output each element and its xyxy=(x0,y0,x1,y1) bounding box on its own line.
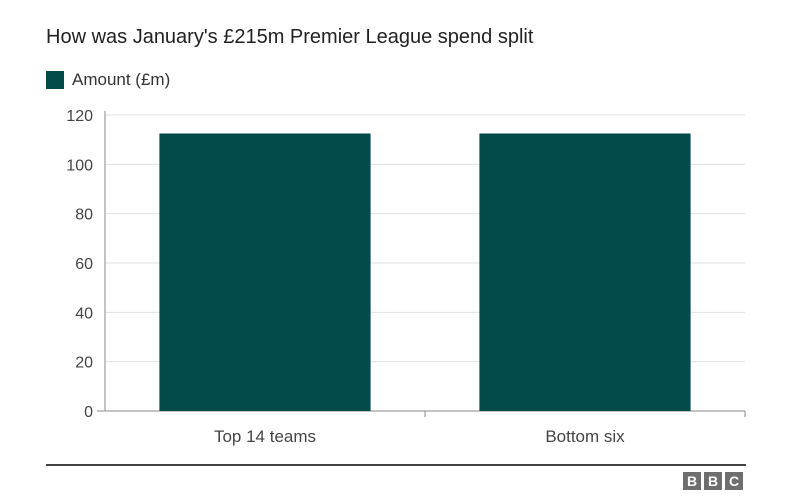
y-tick-label: 80 xyxy=(75,207,93,224)
chart-title: How was January's £215m Premier League s… xyxy=(46,26,534,48)
bbc-logo: B B C xyxy=(683,472,743,490)
logo-letter-b2: B xyxy=(704,472,722,490)
y-tick-label: 60 xyxy=(75,256,93,273)
bar xyxy=(159,133,371,411)
legend: Amount (£m) xyxy=(46,70,170,90)
y-tick-label: 40 xyxy=(75,305,93,322)
y-tick-label: 100 xyxy=(66,157,93,174)
bar xyxy=(479,133,691,411)
y-tick-label: 0 xyxy=(84,404,93,421)
y-tick-label: 20 xyxy=(75,355,93,372)
footer-divider xyxy=(46,464,746,466)
x-tick-label: Top 14 teams xyxy=(214,427,316,446)
legend-label: Amount (£m) xyxy=(72,70,171,89)
legend-swatch xyxy=(46,71,64,89)
x-tick-label: Bottom six xyxy=(545,427,625,446)
logo-letter-c: C xyxy=(725,472,743,490)
y-tick-label: 120 xyxy=(66,108,93,125)
logo-letter-b1: B xyxy=(683,472,701,490)
